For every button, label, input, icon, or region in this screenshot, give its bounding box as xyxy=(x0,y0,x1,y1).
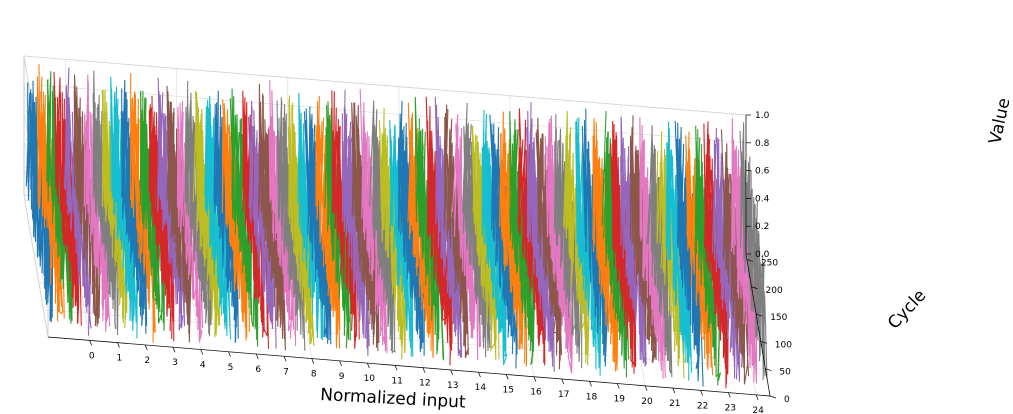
y-tick-label: 250 xyxy=(761,259,778,269)
y-tick-label: 150 xyxy=(770,313,787,323)
x-tick-label: 17 xyxy=(558,390,569,400)
x-tick-mark xyxy=(311,358,315,364)
series-line xyxy=(535,117,563,370)
series-line xyxy=(481,109,508,366)
x-tick-mark xyxy=(394,365,398,371)
series-line xyxy=(739,122,768,381)
series-line xyxy=(184,80,212,337)
x-tick-mark xyxy=(672,387,676,394)
z-tick-label: 0.2 xyxy=(755,222,769,232)
x-tick-mark xyxy=(283,356,287,362)
chart-axes: 0 1 2 3 4 5 6 7 8 9 10 11 12 13 14 15 16 17 18 19 20 21 22 23 24… xyxy=(47,111,792,414)
y-axis-line xyxy=(745,253,771,397)
series-line xyxy=(720,129,750,385)
series-line xyxy=(148,95,175,342)
x-axis-line xyxy=(47,336,771,397)
x-tick-label: 2 xyxy=(144,356,150,366)
x-tick-mark xyxy=(505,374,509,380)
x-tick-mark xyxy=(755,394,759,400)
z-tick-label: 0.8 xyxy=(755,139,770,149)
series-line xyxy=(92,70,120,336)
x-tick-mark xyxy=(700,390,703,396)
y-tick-mark xyxy=(769,395,777,399)
y-tick-mark xyxy=(746,259,754,262)
x-tick-label: 15 xyxy=(502,385,513,395)
x-tick-mark xyxy=(450,369,453,376)
y-axis-title: Cycle xyxy=(884,286,930,334)
x-tick-label: 12 xyxy=(419,379,430,389)
z-tick-label: 0.6 xyxy=(755,167,770,177)
x-tick-mark xyxy=(367,362,370,369)
series-line xyxy=(287,95,315,347)
x-tick-mark xyxy=(200,349,204,355)
z-tick-label: 1.0 xyxy=(755,111,770,121)
y-tick-label: 50 xyxy=(779,368,791,378)
series-line xyxy=(368,100,396,354)
x-tick-label: 11 xyxy=(391,376,402,386)
x-tick-label: 20 xyxy=(641,397,653,407)
x-tick-mark xyxy=(533,376,537,382)
y-tick-mark xyxy=(760,341,767,344)
z-tick-label: 0.4 xyxy=(755,194,770,204)
x-tick-mark xyxy=(422,367,426,373)
x-tick-label: 3 xyxy=(172,358,178,368)
x-tick-mark xyxy=(144,344,148,351)
x-tick-mark xyxy=(728,392,731,398)
x-tick-label: 6 xyxy=(255,365,261,375)
y-tick-label: 200 xyxy=(766,286,783,296)
z-tick-label: 0.0 xyxy=(755,250,770,260)
x-tick-mark xyxy=(117,342,120,348)
x-tick-label: 23 xyxy=(725,404,736,414)
series-line xyxy=(213,90,239,343)
series-line xyxy=(120,79,148,334)
series-line xyxy=(665,121,693,381)
series-line xyxy=(139,90,166,331)
x-tick-mark xyxy=(339,360,342,366)
x-tick-label: 10 xyxy=(364,374,376,384)
x-tick-mark xyxy=(228,351,231,357)
x-axis-title: Normalized input xyxy=(320,385,467,413)
x-tick-label: 13 xyxy=(447,381,458,391)
series-line xyxy=(315,95,341,349)
x-tick-label: 19 xyxy=(614,395,626,405)
chart-series xyxy=(25,64,768,389)
x-tick-label: 7 xyxy=(283,367,289,377)
x-tick-label: 4 xyxy=(200,361,206,371)
series-line xyxy=(242,90,270,349)
x-tick-label: 0 xyxy=(89,351,95,361)
x-tick-mark xyxy=(644,385,648,391)
z-grid-line xyxy=(23,194,49,338)
series-line xyxy=(425,96,453,366)
x-tick-label: 24 xyxy=(752,406,764,414)
z-grid-line xyxy=(23,83,747,144)
x-tick-label: 16 xyxy=(530,388,542,398)
y-tick-mark xyxy=(765,368,772,372)
x-tick-mark xyxy=(255,353,259,360)
x-tick-label: 9 xyxy=(339,372,345,382)
x-tick-label: 22 xyxy=(697,401,708,411)
z-grid-line xyxy=(23,55,747,116)
z-axis-title: Value xyxy=(985,96,1013,146)
y-tick-mark xyxy=(751,286,758,290)
x-tick-mark xyxy=(89,340,92,346)
series-line xyxy=(110,76,139,339)
x-tick-mark xyxy=(172,347,176,353)
x-tick-label: 14 xyxy=(475,383,487,393)
series-line xyxy=(731,118,758,384)
series-line xyxy=(509,111,536,366)
x-tick-label: 21 xyxy=(669,399,680,409)
x-tick-mark xyxy=(478,372,481,378)
y-tick-label: 100 xyxy=(775,340,792,350)
x-tick-mark xyxy=(561,378,565,385)
y-tick-label: 0 xyxy=(784,395,790,405)
y-tick-mark xyxy=(756,313,763,317)
x-tick-label: 18 xyxy=(586,392,598,402)
x-tick-mark xyxy=(589,381,592,387)
x-tick-mark xyxy=(616,383,620,389)
x-tick-label: 5 xyxy=(228,363,234,373)
x-tick-label: 8 xyxy=(311,370,317,380)
x-tick-label: 1 xyxy=(117,354,123,364)
series-line xyxy=(629,115,658,363)
